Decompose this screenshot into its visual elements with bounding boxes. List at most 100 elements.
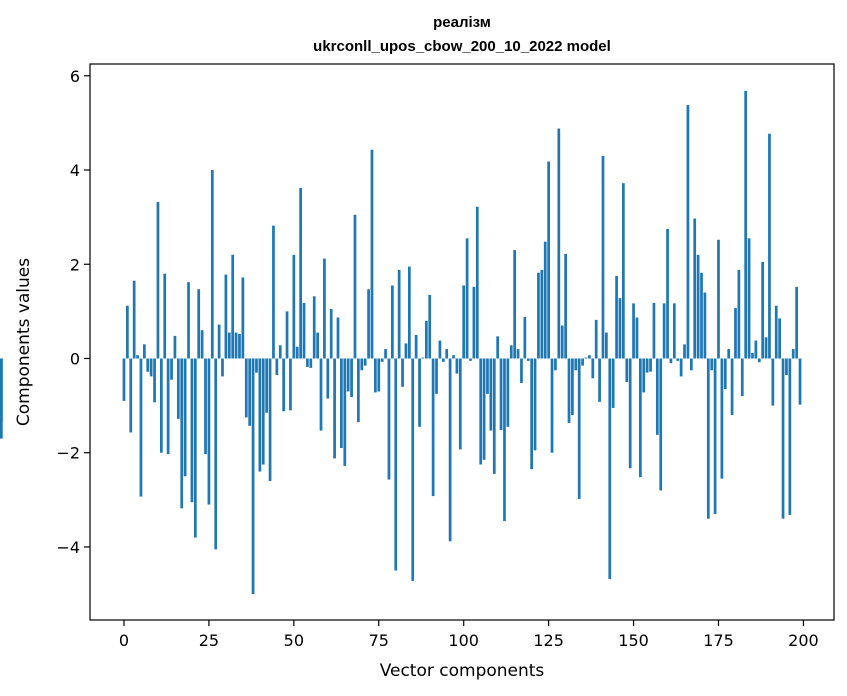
bar-44	[272, 225, 275, 359]
bar-165	[683, 344, 686, 359]
y-tick-label: 6	[70, 67, 80, 86]
bar-56	[312, 296, 316, 359]
bar-108	[489, 358, 493, 431]
bar-20	[190, 358, 194, 503]
bar-94	[441, 358, 445, 362]
bar-54	[306, 358, 309, 367]
bar-175	[717, 239, 720, 359]
bar-35	[241, 277, 245, 359]
bar-83	[404, 343, 408, 359]
bar-101	[465, 238, 469, 359]
bar-153	[642, 358, 646, 393]
bar-150	[632, 303, 635, 359]
bar-57	[316, 332, 319, 359]
bar-174	[713, 358, 717, 514]
bar-23	[200, 330, 204, 359]
bar-60	[326, 358, 330, 399]
bar-22	[197, 289, 201, 359]
bar-15	[173, 335, 177, 359]
bar-59	[323, 258, 326, 359]
bar-147	[622, 183, 625, 359]
bar-103	[472, 286, 476, 359]
bar-151	[635, 317, 639, 359]
bar-133	[574, 358, 578, 371]
bar-42	[265, 358, 269, 413]
bar-182	[740, 358, 744, 397]
bar-105	[479, 358, 483, 465]
bar-12	[163, 273, 167, 359]
bar-25	[207, 358, 211, 505]
bar-171	[703, 292, 707, 359]
bar-11	[159, 358, 163, 453]
bar-189	[764, 337, 768, 359]
bar-64	[340, 358, 343, 449]
bar-155	[649, 358, 652, 372]
bar-142	[605, 332, 608, 359]
bar-138	[591, 358, 595, 379]
bar-97	[452, 355, 455, 359]
bar-37	[248, 358, 252, 426]
bar-28	[217, 324, 221, 359]
bar-65	[343, 358, 347, 466]
bar-140	[598, 358, 601, 402]
bar-98	[455, 358, 459, 374]
bar-33	[234, 332, 238, 359]
bar-16	[176, 358, 180, 419]
bar-152	[639, 358, 642, 478]
bar-68	[353, 214, 357, 359]
bar-163	[676, 358, 680, 361]
bar-154	[645, 358, 649, 373]
y-tick-label: −2	[56, 444, 80, 463]
bar-76	[380, 358, 384, 362]
bar-185	[751, 352, 754, 359]
bar-137	[588, 355, 591, 359]
bar-5	[139, 358, 143, 497]
bar-41	[261, 358, 265, 465]
bar-120	[530, 358, 533, 470]
x-tick-label: 50	[284, 631, 304, 650]
bar-27	[214, 358, 218, 550]
bar-168	[693, 218, 697, 359]
bar-167	[689, 358, 693, 371]
bar-110	[496, 336, 500, 359]
bar-50	[292, 254, 296, 359]
bar-1	[126, 305, 129, 359]
bar-146	[618, 298, 622, 359]
bar-128	[557, 128, 561, 359]
bar-39	[255, 358, 258, 373]
bar-104	[475, 206, 479, 359]
y-axis-label: Components values	[14, 258, 34, 426]
bar-79	[391, 285, 394, 359]
plot-frame	[89, 63, 835, 621]
bar-198	[795, 286, 798, 359]
bar-159	[662, 303, 666, 359]
bar-131	[567, 358, 571, 424]
bar-84	[407, 266, 411, 359]
bar-24	[204, 358, 207, 455]
bar-70	[360, 358, 364, 371]
bar-30	[224, 274, 228, 359]
bar-18	[183, 358, 187, 477]
chart-title-line-1: реалізм	[433, 14, 491, 31]
bar-4	[136, 355, 139, 359]
bar-176	[720, 358, 724, 479]
bar-169	[696, 254, 700, 359]
bar-195	[785, 358, 788, 375]
y-tick-label: 4	[70, 161, 80, 180]
bar-187	[757, 358, 761, 363]
x-axis-label: Vector components	[380, 661, 545, 681]
bar-196	[788, 358, 792, 515]
bar-125	[547, 161, 550, 359]
bar-115	[513, 250, 517, 359]
x-axis: 0 25 50 75 100 125 150 175 200	[119, 620, 819, 650]
bar-31	[227, 332, 231, 359]
bar-34	[238, 333, 241, 359]
bar-74	[374, 358, 377, 393]
bar-81	[397, 269, 401, 359]
x-tick-label: 125	[533, 631, 564, 650]
bar-78	[387, 358, 391, 480]
bar-186	[754, 340, 758, 359]
bar-134	[577, 358, 581, 499]
bar-8	[149, 358, 153, 377]
bar-88	[421, 357, 425, 359]
